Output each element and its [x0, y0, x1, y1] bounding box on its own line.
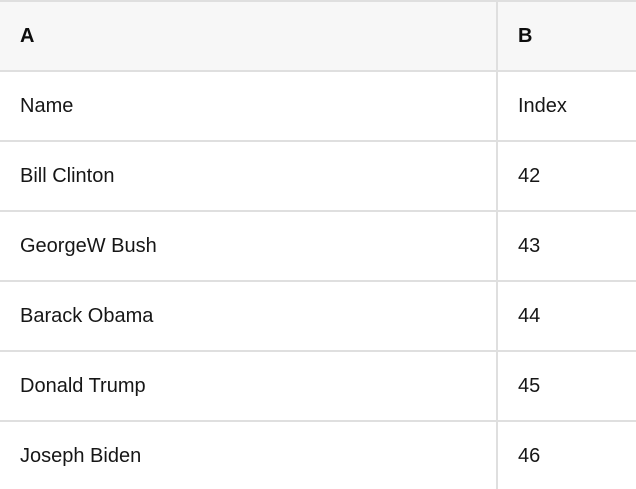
- table-row: Name Index: [0, 70, 636, 142]
- column-header-row: A B: [0, 0, 636, 72]
- table-cell[interactable]: Name: [0, 70, 498, 142]
- table-row: Bill Clinton 42: [0, 140, 636, 212]
- table-row: Barack Obama 44: [0, 280, 636, 352]
- table-cell[interactable]: GeorgeW Bush: [0, 210, 498, 282]
- table-cell[interactable]: Donald Trump: [0, 350, 498, 422]
- table-cell[interactable]: Joseph Biden: [0, 420, 498, 489]
- table-cell[interactable]: 43: [496, 210, 636, 282]
- table-cell[interactable]: 45: [496, 350, 636, 422]
- table-cell[interactable]: 42: [496, 140, 636, 212]
- column-header-a[interactable]: A: [0, 0, 498, 72]
- table-cell[interactable]: Barack Obama: [0, 280, 498, 352]
- table-body: Name Index Bill Clinton 42 GeorgeW Bush 43 Bar…: [0, 70, 636, 489]
- table-row: Joseph Biden 46: [0, 420, 636, 489]
- table-cell[interactable]: Bill Clinton: [0, 140, 498, 212]
- table-row: Donald Trump 45: [0, 350, 636, 422]
- table-row: GeorgeW Bush 43: [0, 210, 636, 282]
- table-cell[interactable]: 46: [496, 420, 636, 489]
- table-cell[interactable]: Index: [496, 70, 636, 142]
- column-header-b[interactable]: B: [496, 0, 636, 72]
- table-cell[interactable]: 44: [496, 280, 636, 352]
